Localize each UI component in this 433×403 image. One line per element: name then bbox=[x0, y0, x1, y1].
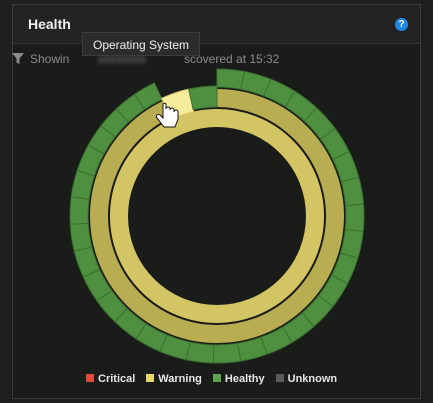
sunburst-segment-outer[interactable] bbox=[216, 68, 245, 90]
legend-item-unknown[interactable]: Unknown bbox=[275, 373, 338, 385]
legend-swatch-critical bbox=[86, 374, 94, 382]
sunburst-segment-outer[interactable] bbox=[237, 336, 268, 362]
question-circle-icon[interactable]: ? bbox=[395, 18, 408, 31]
segment-tooltip: Operating System bbox=[82, 32, 201, 56]
sunburst-segment-outer[interactable] bbox=[69, 222, 93, 252]
sunburst-segment-outer[interactable] bbox=[185, 341, 215, 364]
legend-item-warning[interactable]: Warning bbox=[146, 373, 202, 385]
panel-title: Health bbox=[28, 16, 71, 32]
legend-swatch-warning bbox=[146, 374, 155, 382]
sunburst-segment-outer[interactable] bbox=[69, 196, 90, 225]
filter-icon bbox=[12, 53, 24, 64]
sunburst-segment-outer[interactable] bbox=[340, 176, 365, 207]
ring-gap[interactable] bbox=[128, 127, 306, 305]
legend-item-healthy[interactable]: Healthy bbox=[212, 373, 265, 385]
legend-label-critical: Critical bbox=[98, 373, 136, 385]
legend-label-warning: Warning bbox=[158, 373, 202, 385]
sunburst-ring-level-1[interactable] bbox=[110, 109, 324, 323]
legend-label-unknown: Unknown bbox=[287, 373, 338, 385]
sunburst-segment-outer[interactable] bbox=[344, 203, 365, 233]
sunburst-segment-outer[interactable] bbox=[188, 85, 218, 111]
sunburst-segment-outer[interactable] bbox=[212, 342, 242, 364]
legend-item-critical[interactable]: Critical bbox=[86, 373, 135, 385]
filter-text-suffix: scovered at 15:32 bbox=[184, 52, 280, 66]
chart-legend: Critical Warning Healthy Unknown bbox=[86, 373, 348, 385]
panel-header: Health ? bbox=[13, 5, 420, 44]
legend-swatch-unknown bbox=[275, 374, 284, 382]
legend-swatch-healthy bbox=[212, 374, 221, 382]
filter-text-prefix: Showin bbox=[30, 52, 70, 66]
sunburst-ring-level-2[interactable] bbox=[90, 89, 344, 343]
legend-label-healthy: Healthy bbox=[224, 373, 265, 385]
